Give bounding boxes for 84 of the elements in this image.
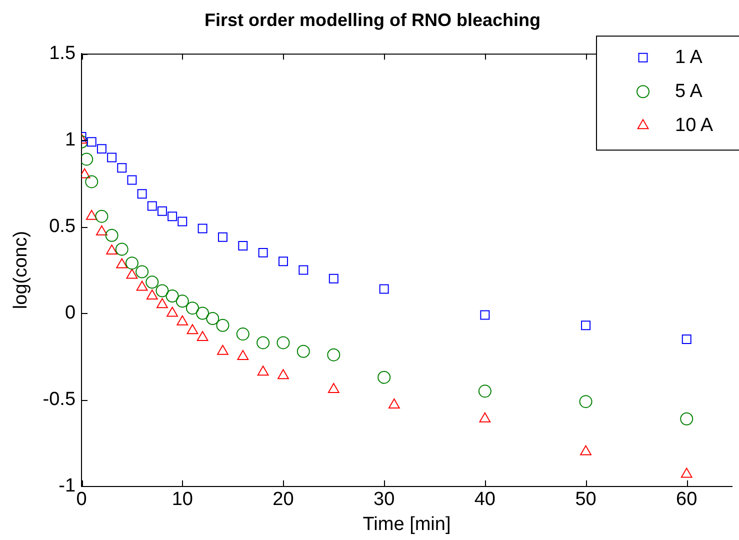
y-tick-label: 1.5 xyxy=(49,42,76,64)
x-tick-label: 30 xyxy=(374,489,395,510)
x-tick-label: 50 xyxy=(575,489,596,510)
point xyxy=(86,137,96,147)
point xyxy=(96,144,106,154)
point xyxy=(95,210,108,223)
point xyxy=(115,242,128,256)
point xyxy=(296,344,310,358)
point xyxy=(298,265,308,275)
point xyxy=(278,256,288,266)
point xyxy=(579,395,592,408)
x-axis-title: Time [min] xyxy=(362,514,451,535)
point xyxy=(86,210,98,220)
legend-label: 1 A xyxy=(675,46,703,68)
point xyxy=(85,175,98,188)
point xyxy=(388,398,400,409)
point xyxy=(116,258,128,268)
point xyxy=(479,412,491,422)
point xyxy=(682,334,692,344)
point xyxy=(137,189,147,199)
point xyxy=(186,302,199,315)
point xyxy=(206,312,220,325)
point xyxy=(146,289,158,300)
point xyxy=(238,241,248,251)
point xyxy=(176,294,189,308)
point xyxy=(216,318,230,332)
point xyxy=(157,206,167,216)
point xyxy=(327,348,340,362)
point xyxy=(136,280,148,291)
point xyxy=(276,336,290,350)
point xyxy=(156,284,169,298)
point xyxy=(680,468,692,478)
y-tick-label: -0.5 xyxy=(42,389,76,410)
point xyxy=(217,344,228,355)
y-tick-label: 1 xyxy=(64,129,76,150)
point xyxy=(198,224,208,234)
point xyxy=(478,384,492,398)
point xyxy=(166,306,178,317)
point xyxy=(186,324,198,334)
point xyxy=(125,256,138,270)
point xyxy=(237,350,249,360)
point xyxy=(379,284,389,294)
point xyxy=(328,274,338,284)
point xyxy=(328,382,340,393)
point xyxy=(96,225,108,236)
point xyxy=(176,315,188,326)
point xyxy=(218,232,228,242)
point xyxy=(82,152,94,166)
y-tick-label: 0 xyxy=(64,302,76,324)
y-tick-label: -1 xyxy=(58,476,76,497)
legend-label: 5 A xyxy=(675,80,703,102)
point xyxy=(136,265,149,278)
x-tick-label: 10 xyxy=(172,489,193,510)
point xyxy=(146,276,159,289)
point xyxy=(378,370,391,384)
point xyxy=(580,445,592,456)
point xyxy=(196,306,210,320)
point xyxy=(581,320,591,330)
legend-label: 10 A xyxy=(675,114,714,136)
point xyxy=(257,366,269,376)
point xyxy=(236,328,250,341)
point xyxy=(105,228,118,242)
point xyxy=(258,248,268,258)
point xyxy=(480,310,490,320)
point xyxy=(106,244,118,254)
point xyxy=(166,289,179,302)
point xyxy=(168,212,178,222)
point xyxy=(117,163,127,173)
x-tick-label: 40 xyxy=(474,489,496,510)
y-axis-title: log(conc) xyxy=(10,230,32,310)
point xyxy=(680,412,694,426)
x-tick-label: 60 xyxy=(676,489,698,510)
point xyxy=(147,201,157,211)
point xyxy=(127,175,137,185)
point xyxy=(196,331,208,342)
point xyxy=(156,298,168,308)
point xyxy=(126,268,138,279)
y-tick-label: 0.5 xyxy=(49,216,76,237)
point xyxy=(178,216,188,226)
point xyxy=(107,152,117,162)
x-tick-label: 20 xyxy=(272,489,294,510)
point xyxy=(278,369,289,380)
chart-title: First order modelling of RNO bleaching xyxy=(204,10,541,30)
point xyxy=(256,336,270,350)
